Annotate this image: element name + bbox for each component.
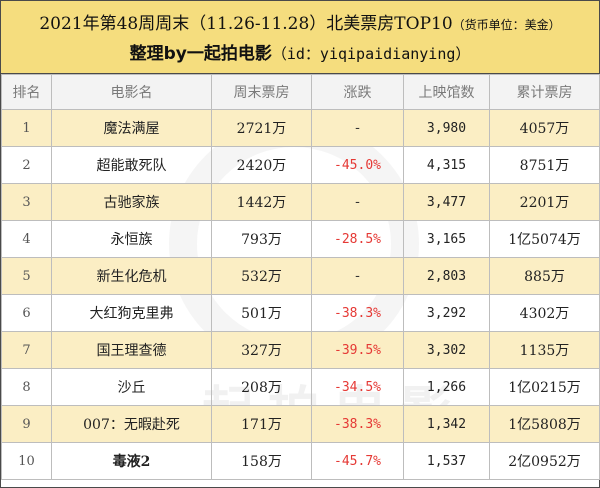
cell-total-gross: 885万	[489, 257, 600, 295]
column-header-title: 电影名	[51, 74, 212, 110]
box-office-table: 排名 电影名 周末票房 涨跌 上映馆数 累计票房 1 魔法满屋 2721万 -3,98…	[1, 74, 600, 480]
column-header-change: 涨跌	[311, 74, 404, 110]
cell-title: 永恒族	[51, 220, 212, 258]
table-row: 2 超能敢死队 2420万 -45.0% 4,315 8751万	[1, 146, 600, 184]
cell-total-gross: 2亿0952万	[489, 442, 600, 480]
cell-rank: 3	[1, 183, 52, 221]
cell-change: -	[311, 257, 404, 295]
cell-title: 007：无暇赴死	[51, 405, 212, 443]
cell-title: 国王理查德	[51, 331, 212, 369]
cell-total-gross: 2201万	[489, 183, 600, 221]
cell-theaters: 1,266	[403, 368, 490, 406]
cell-weekend-gross: 793万	[211, 220, 312, 258]
cell-total-gross: 8751万	[489, 146, 600, 184]
cell-total-gross: 1135万	[489, 331, 600, 369]
table-row: 1 魔法满屋 2721万 -3,980 4057万	[1, 109, 600, 147]
cell-rank: 8	[1, 368, 52, 406]
table-row: 9 007：无暇赴死 171万 -38.3% 1,342 1亿5808万	[1, 405, 600, 443]
cell-rank: 1	[1, 109, 52, 147]
title-main: 2021年第48周周末（11.26-11.28）北美票房TOP10	[39, 14, 453, 34]
cell-theaters: 3,165	[403, 220, 490, 258]
cell-weekend-gross: 2721万	[211, 109, 312, 147]
cell-change: -	[311, 183, 404, 221]
cell-weekend-gross: 532万	[211, 257, 312, 295]
cell-weekend-gross: 2420万	[211, 146, 312, 184]
cell-title: 大红狗克里弗	[51, 294, 212, 332]
cell-weekend-gross: 208万	[211, 368, 312, 406]
currency-unit-note: （货币单位：美金）	[452, 18, 561, 32]
cell-title: 古驰家族	[51, 183, 212, 221]
column-header-rank: 排名	[1, 74, 52, 110]
cell-change: -45.0%	[311, 146, 404, 184]
table-row: 3 古驰家族 1442万 -3,477 2201万	[1, 183, 600, 221]
cell-change: -38.3%	[311, 405, 404, 443]
subtitle-credit: 整理by一起拍电影	[129, 44, 272, 64]
table-row: 4 永恒族 793万 -28.5% 3,165 1亿5074万	[1, 220, 600, 258]
column-header-total-gross: 累计票房	[489, 74, 600, 110]
table-title: 2021年第48周周末（11.26-11.28）北美票房TOP10（货币单位：美…	[1, 9, 599, 34]
cell-total-gross: 1亿5074万	[489, 220, 600, 258]
cell-theaters: 3,477	[403, 183, 490, 221]
cell-theaters: 1,342	[403, 405, 490, 443]
cell-theaters: 4,315	[403, 146, 490, 184]
table-subtitle: 整理by一起拍电影（id：yiqipaidianying）	[1, 39, 599, 64]
table-row: 7 国王理查德 327万 -39.5% 3,302 1135万	[1, 331, 600, 369]
cell-rank: 10	[1, 442, 52, 480]
cell-change: -39.5%	[311, 331, 404, 369]
cell-title: 新生化危机	[51, 257, 212, 295]
cell-total-gross: 1亿5808万	[489, 405, 600, 443]
cell-theaters: 3,292	[403, 294, 490, 332]
cell-rank: 2	[1, 146, 52, 184]
cell-change: -28.5%	[311, 220, 404, 258]
cell-theaters: 3,980	[403, 109, 490, 147]
column-header-theaters: 上映馆数	[403, 74, 490, 110]
cell-title: 魔法满屋	[51, 109, 212, 147]
cell-weekend-gross: 1442万	[211, 183, 312, 221]
cell-total-gross: 1亿0215万	[489, 368, 600, 406]
cell-title: 毒液2	[51, 442, 212, 480]
subtitle-id: （id：yiqipaidianying）	[271, 45, 471, 63]
cell-weekend-gross: 171万	[211, 405, 312, 443]
column-header-weekend-gross: 周末票房	[211, 74, 312, 110]
cell-title: 超能敢死队	[51, 146, 212, 184]
table-row: 5 新生化危机 532万 -2,803 885万	[1, 257, 600, 295]
table-row: 10 毒液2 158万 -45.7% 1,537 2亿0952万	[1, 442, 600, 480]
cell-total-gross: 4057万	[489, 109, 600, 147]
cell-change: -34.5%	[311, 368, 404, 406]
cell-rank: 9	[1, 405, 52, 443]
table-row: 8 沙丘 208万 -34.5% 1,266 1亿0215万	[1, 368, 600, 406]
cell-rank: 6	[1, 294, 52, 332]
cell-theaters: 2,803	[403, 257, 490, 295]
cell-weekend-gross: 501万	[211, 294, 312, 332]
table-header-banner: 2021年第48周周末（11.26-11.28）北美票房TOP10（货币单位：美…	[1, 1, 599, 74]
cell-theaters: 3,302	[403, 331, 490, 369]
cell-title: 沙丘	[51, 368, 212, 406]
cell-weekend-gross: 158万	[211, 442, 312, 480]
cell-change: -	[311, 109, 404, 147]
cell-total-gross: 4302万	[489, 294, 600, 332]
table-header-row: 排名 电影名 周末票房 涨跌 上映馆数 累计票房	[1, 74, 600, 110]
table-row: 6 大红狗克里弗 501万 -38.3% 3,292 4302万	[1, 294, 600, 332]
cell-weekend-gross: 327万	[211, 331, 312, 369]
cell-rank: 5	[1, 257, 52, 295]
cell-change: -45.7%	[311, 442, 404, 480]
cell-rank: 7	[1, 331, 52, 369]
cell-theaters: 1,537	[403, 442, 490, 480]
cell-rank: 4	[1, 220, 52, 258]
cell-change: -38.3%	[311, 294, 404, 332]
